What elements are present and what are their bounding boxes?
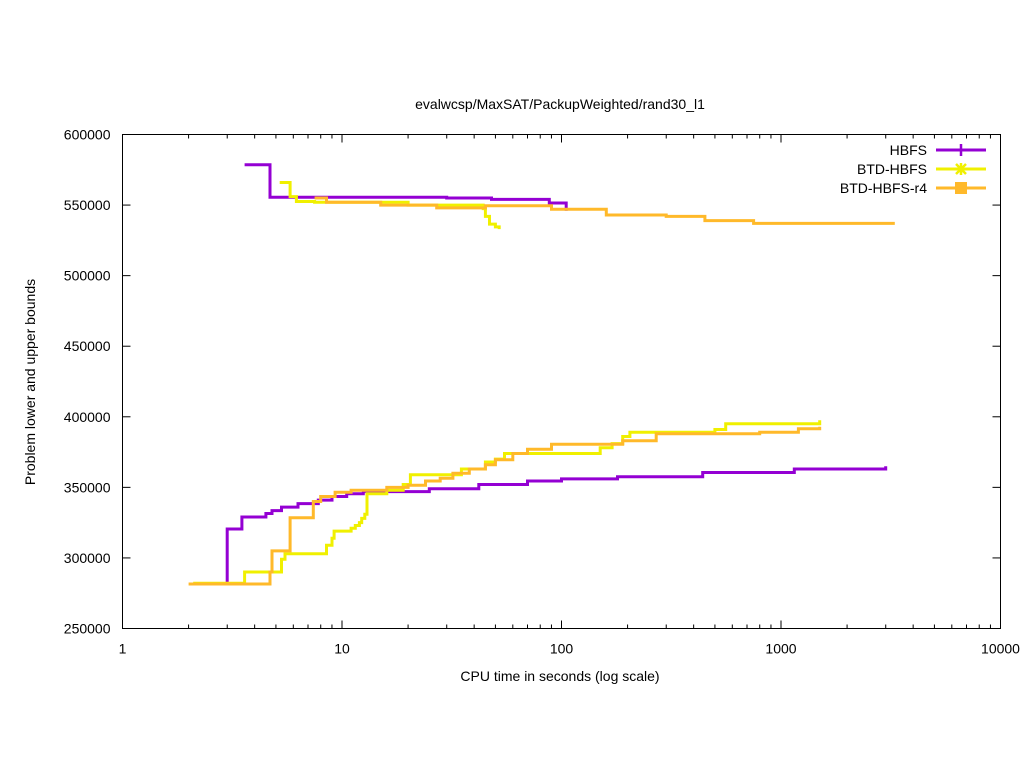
legend-label: BTD-HBFS-r4 (840, 180, 927, 196)
series-btd-hbfs-r4-lower-bound (188, 426, 822, 586)
y-tick-label: 250000 (64, 621, 111, 637)
x-tick-label: 10 (334, 641, 350, 657)
y-tick-label: 450000 (64, 338, 111, 354)
y-tick-label: 600000 (64, 127, 111, 143)
y-tick-label: 300000 (64, 550, 111, 566)
y-axis-label: Problem lower and upper bounds (22, 279, 38, 485)
x-tick-label: 100 (550, 641, 574, 657)
plus-marker-icon (955, 144, 967, 156)
y-tick-label: 550000 (64, 197, 111, 213)
x-tick-label: 1 (119, 641, 127, 657)
x-axis-label: CPU time in seconds (log scale) (460, 668, 659, 684)
series-btd-hbfs-r4-upper-bound (314, 196, 895, 225)
legend-label: BTD-HBFS (857, 161, 927, 177)
chart-title: evalwcsp/MaxSAT/PackupWeighted/rand30_l1 (415, 96, 705, 112)
x-tick-label: 1000 (765, 641, 796, 657)
series-hbfs-lower-bound (195, 466, 888, 586)
series-hbfs-upper-bound (244, 163, 568, 211)
y-ticks: 250000 300000 350000 400000 450000 500000 5500… (64, 127, 1001, 637)
square-marker-icon (955, 182, 967, 194)
legend-label: HBFS (890, 142, 927, 158)
x-tick-label: 10000 (981, 641, 1020, 657)
series-btd-hbfs-upper-bound (279, 181, 501, 230)
series-btd-hbfs-lower-bound (193, 420, 822, 585)
x-ticks: 1 10 100 1000 10000 (119, 134, 1020, 657)
y-tick-label: 500000 (64, 268, 111, 284)
star-marker-icon (955, 163, 967, 175)
y-tick-label: 350000 (64, 479, 111, 495)
legend: HBFS BTD-HBFS BTD-HBFS-r4 (840, 142, 986, 196)
y-tick-label: 400000 (64, 409, 111, 425)
series-lines (188, 163, 895, 586)
